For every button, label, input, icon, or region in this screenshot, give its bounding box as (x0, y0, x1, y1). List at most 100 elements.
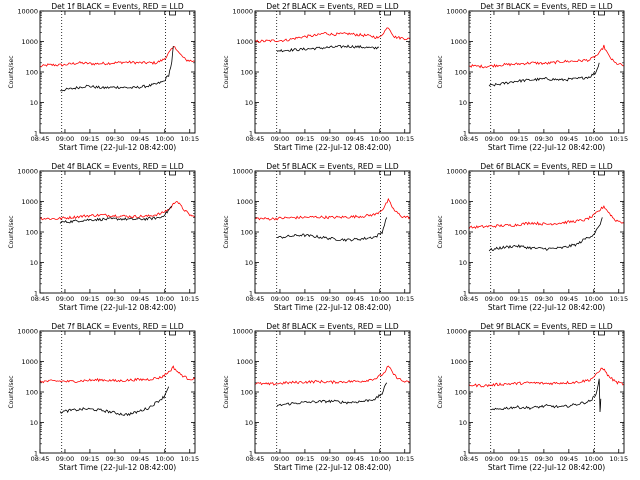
chart-panel-9: Det 9f BLACK = Events, RED = LLD Counts/s… (437, 322, 628, 472)
red-lld-series-6 (468, 205, 625, 230)
y-tick-label: 1 (463, 450, 467, 458)
x-tick-label: 10:15 (395, 135, 414, 143)
x-tick-label: 09:00 (56, 455, 75, 463)
x-tick-label: 09:00 (485, 455, 504, 463)
chart-title: Det 8f BLACK = Events, RED = LLD (266, 322, 399, 331)
y-tick-label: 100 (26, 389, 38, 397)
x-tick-label: 10:15 (609, 135, 628, 143)
y-tick-label: 10 (30, 419, 38, 427)
attenuator-marker (169, 11, 176, 16)
x-tick-label: 09:45 (130, 135, 149, 143)
x-axis-label: Start Time (22-Jul-12 08:42:00) (274, 303, 391, 312)
y-tick-label: 10000 (17, 8, 38, 16)
chart-panel-7: Det 7f BLACK = Events, RED = LLD Counts/s… (8, 322, 199, 472)
y-tick-label: 100 (455, 229, 467, 237)
y-tick-label: 1 (463, 130, 467, 138)
x-tick-label: 09:45 (345, 295, 364, 303)
red-lld-series-8 (254, 365, 411, 386)
y-tick-label: 1000 (236, 198, 253, 206)
black-events-series-8 (276, 382, 388, 407)
x-tick-label: 09:45 (559, 295, 578, 303)
x-tick-label: 09:30 (105, 135, 124, 143)
x-tick-label: 09:15 (510, 455, 529, 463)
x-tick-label: 09:15 (296, 295, 315, 303)
x-tick-label: 09:15 (510, 135, 529, 143)
x-tick-label: 09:45 (559, 455, 578, 463)
x-tick-label: 08:45 (460, 455, 479, 463)
attenuator-marker (169, 171, 176, 176)
y-tick-label: 1 (34, 450, 38, 458)
y-tick-label: 100 (241, 389, 253, 397)
x-tick-label: 09:45 (559, 135, 578, 143)
y-axis-label: Counts/sec (223, 215, 230, 248)
y-axis-label: Counts/sec (437, 215, 444, 248)
x-tick-label: 08:45 (31, 135, 50, 143)
y-tick-label: 1000 (450, 198, 467, 206)
x-tick-label: 08:45 (246, 455, 265, 463)
x-tick-label: 09:30 (105, 455, 124, 463)
x-tick-label: 09:00 (56, 295, 75, 303)
y-tick-label: 1000 (236, 358, 253, 366)
chart-panel-4: Det 4f BLACK = Events, RED = LLD Counts/s… (8, 162, 199, 312)
x-tick-label: 09:00 (485, 295, 504, 303)
chart-panel-2: Det 2f BLACK = Events, RED = LLD Counts/s… (223, 2, 414, 152)
x-axis-label: Start Time (22-Jul-12 08:42:00) (488, 463, 605, 472)
y-tick-label: 1 (249, 450, 253, 458)
chart-panel-8: Det 8f BLACK = Events, RED = LLD Counts/s… (223, 322, 414, 472)
plot-frame (39, 10, 196, 134)
y-tick-label: 100 (241, 229, 253, 237)
x-tick-label: 10:00 (370, 135, 389, 143)
x-tick-label: 10:00 (370, 295, 389, 303)
y-axis-label: Counts/sec (8, 215, 15, 248)
attenuator-marker (598, 171, 605, 176)
x-tick-label: 09:15 (296, 455, 315, 463)
x-tick-label: 10:00 (370, 455, 389, 463)
y-tick-label: 1000 (236, 38, 253, 46)
y-axis-label: Counts/sec (223, 55, 230, 88)
chart-title: Det 3f BLACK = Events, RED = LLD (480, 2, 613, 11)
x-tick-label: 08:45 (246, 295, 265, 303)
y-tick-label: 100 (241, 69, 253, 77)
x-tick-label: 09:30 (534, 135, 553, 143)
y-tick-label: 100 (455, 389, 467, 397)
black-events-series-4 (59, 205, 173, 224)
black-events-series-7 (59, 386, 170, 417)
x-tick-label: 09:30 (320, 135, 339, 143)
y-tick-label: 10 (30, 99, 38, 107)
chart-title: Det 9f BLACK = Events, RED = LLD (480, 322, 613, 331)
attenuator-marker (384, 171, 391, 176)
plot-frame (468, 330, 625, 454)
x-tick-label: 09:00 (271, 455, 290, 463)
x-axis-label: Start Time (22-Jul-12 08:42:00) (488, 303, 605, 312)
chart-panel-3: Det 3f BLACK = Events, RED = LLD Counts/s… (437, 2, 628, 152)
x-tick-label: 08:45 (31, 455, 50, 463)
x-tick-label: 09:30 (105, 295, 124, 303)
x-tick-label: 08:45 (460, 295, 479, 303)
y-axis-label: Counts/sec (437, 55, 444, 88)
x-tick-label: 10:15 (180, 455, 199, 463)
x-axis-label: Start Time (22-Jul-12 08:42:00) (59, 143, 176, 152)
y-tick-label: 10000 (232, 168, 253, 176)
chart-panel-1: Det 1f BLACK = Events, RED = LLD Counts/s… (8, 2, 199, 152)
black-events-series-1 (60, 46, 174, 92)
attenuator-marker (598, 331, 605, 336)
black-events-series-5 (276, 217, 388, 242)
plot-frame (468, 10, 625, 134)
x-axis-label: Start Time (22-Jul-12 08:42:00) (488, 143, 605, 152)
black-events-series-6 (488, 217, 603, 252)
x-axis-label: Start Time (22-Jul-12 08:42:00) (59, 303, 176, 312)
x-axis-label: Start Time (22-Jul-12 08:42:00) (274, 463, 391, 472)
attenuator-marker (169, 331, 176, 336)
y-tick-label: 100 (26, 229, 38, 237)
y-tick-label: 10 (245, 259, 253, 267)
x-tick-label: 08:45 (31, 295, 50, 303)
black-events-series-2 (276, 44, 379, 53)
red-lld-series-9 (468, 367, 625, 388)
x-axis-label: Start Time (22-Jul-12 08:42:00) (59, 463, 176, 472)
x-tick-label: 08:45 (246, 135, 265, 143)
y-axis-label: Counts/sec (8, 375, 15, 408)
chart-panel-5: Det 5f BLACK = Events, RED = LLD Counts/s… (223, 162, 414, 312)
black-events-series-9 (490, 378, 602, 413)
x-tick-label: 10:00 (584, 455, 603, 463)
red-lld-series-3 (468, 44, 625, 69)
